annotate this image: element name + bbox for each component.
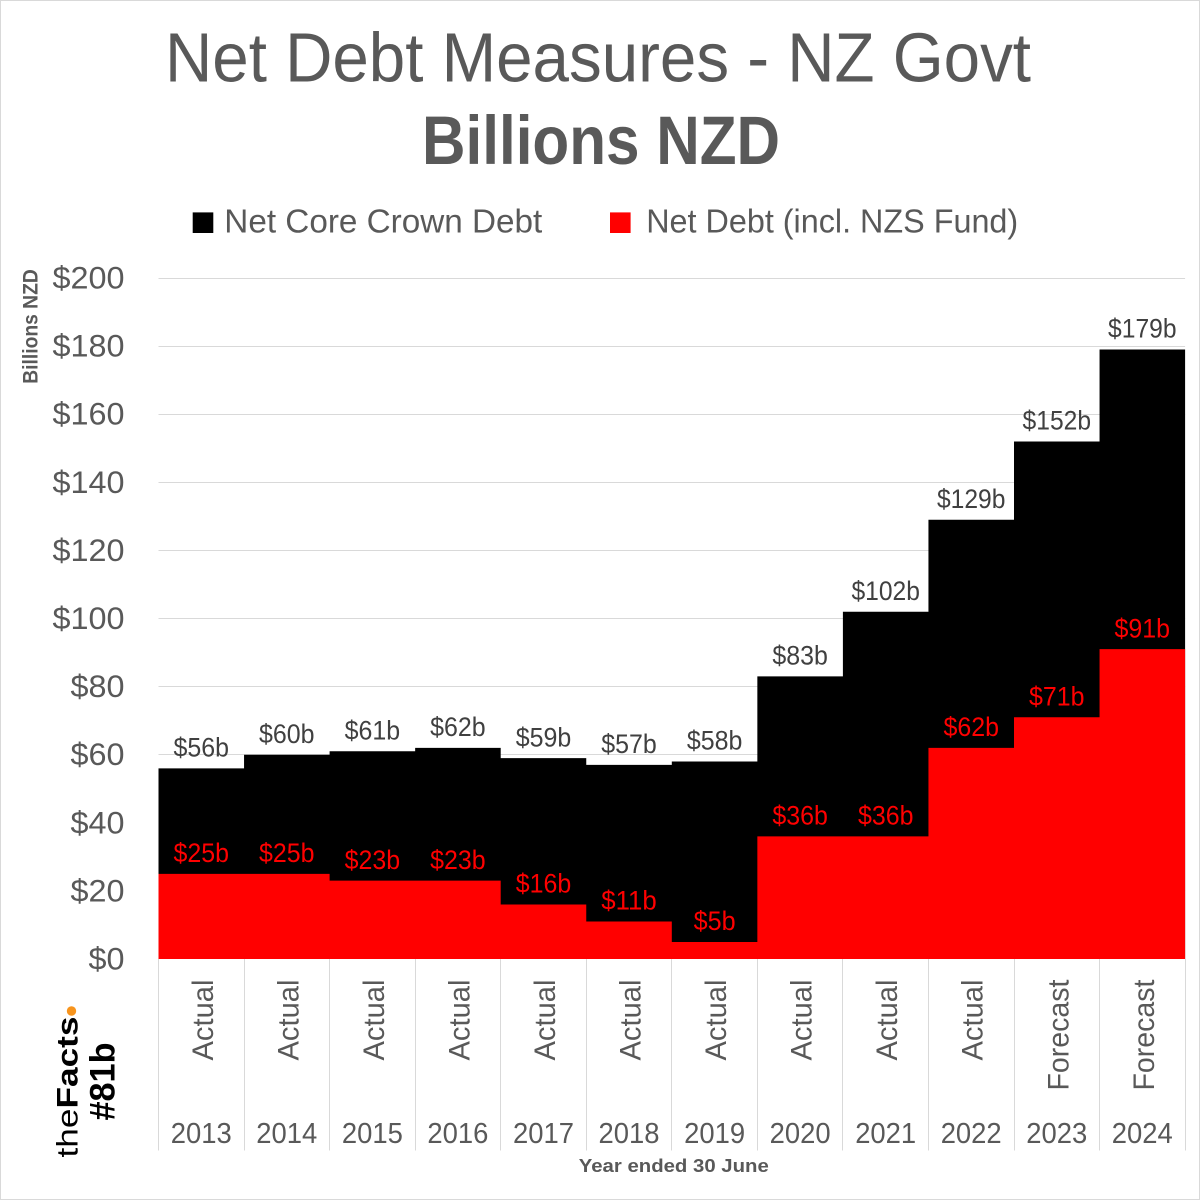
- svg-text:$83b: $83b: [772, 641, 828, 671]
- svg-text:$179b: $179b: [1108, 314, 1177, 344]
- svg-text:$5b: $5b: [694, 906, 736, 936]
- svg-text:Net Core Crown Debt: Net Core Crown Debt: [224, 203, 542, 240]
- svg-text:$71b: $71b: [1029, 681, 1085, 711]
- svg-text:$60: $60: [71, 736, 125, 772]
- svg-text:Forecast: Forecast: [1042, 979, 1075, 1091]
- svg-text:$58b: $58b: [687, 726, 743, 756]
- svg-text:$60b: $60b: [259, 719, 315, 749]
- svg-text:Actual: Actual: [443, 980, 476, 1061]
- svg-text:$120: $120: [53, 532, 125, 568]
- svg-text:$62b: $62b: [430, 712, 486, 742]
- svg-text:Forecast: Forecast: [1128, 979, 1161, 1091]
- svg-text:$36b: $36b: [858, 801, 914, 831]
- svg-text:$16b: $16b: [516, 869, 572, 899]
- svg-text:$102b: $102b: [851, 576, 920, 606]
- svg-text:Year ended 30 June: Year ended 30 June: [579, 1156, 769, 1176]
- svg-text:$129b: $129b: [937, 484, 1006, 514]
- svg-text:$91b: $91b: [1115, 613, 1171, 643]
- svg-text:$100: $100: [53, 600, 125, 636]
- svg-text:2017: 2017: [513, 1118, 574, 1150]
- svg-text:2020: 2020: [770, 1118, 831, 1150]
- svg-text:Actual: Actual: [871, 980, 904, 1061]
- svg-text:2024: 2024: [1112, 1118, 1173, 1150]
- svg-text:Billions NZD: Billions NZD: [422, 102, 780, 179]
- svg-text:$57b: $57b: [601, 729, 657, 759]
- svg-text:$200: $200: [53, 260, 125, 296]
- svg-text:$61b: $61b: [345, 716, 401, 746]
- svg-text:$25b: $25b: [174, 838, 230, 868]
- svg-text:Actual: Actual: [272, 980, 305, 1061]
- svg-text:2015: 2015: [342, 1118, 403, 1150]
- svg-text:theFacts: theFacts: [52, 1017, 85, 1158]
- svg-text:2014: 2014: [256, 1118, 317, 1150]
- svg-text:Net Debt (incl. NZS Fund): Net Debt (incl. NZS Fund): [646, 203, 1018, 240]
- svg-text:#81b: #81b: [84, 1043, 123, 1121]
- svg-text:$160: $160: [53, 396, 125, 432]
- svg-text:2013: 2013: [171, 1118, 232, 1150]
- svg-text:$80: $80: [71, 668, 125, 704]
- svg-text:Actual: Actual: [786, 980, 819, 1061]
- svg-text:$0: $0: [89, 941, 125, 977]
- svg-text:$36b: $36b: [772, 801, 828, 831]
- svg-text:2022: 2022: [941, 1118, 1002, 1150]
- svg-text:Actual: Actual: [529, 980, 562, 1061]
- svg-text:2021: 2021: [855, 1118, 916, 1150]
- svg-text:2019: 2019: [684, 1118, 745, 1150]
- svg-text:$140: $140: [53, 464, 125, 500]
- svg-text:Billions NZD: Billions NZD: [19, 269, 42, 384]
- svg-text:Actual: Actual: [615, 980, 648, 1061]
- svg-text:$23b: $23b: [430, 845, 486, 875]
- svg-text:$40: $40: [71, 804, 125, 840]
- svg-text:Actual: Actual: [700, 980, 733, 1061]
- svg-text:$180: $180: [53, 328, 125, 364]
- svg-text:2016: 2016: [427, 1118, 488, 1150]
- svg-text:Actual: Actual: [187, 980, 220, 1061]
- svg-text:$25b: $25b: [259, 838, 315, 868]
- svg-text:$59b: $59b: [516, 722, 572, 752]
- svg-text:$56b: $56b: [174, 733, 230, 763]
- svg-text:$62b: $62b: [943, 712, 999, 742]
- svg-text:$20: $20: [71, 872, 125, 908]
- svg-text:Actual: Actual: [957, 980, 990, 1061]
- svg-text:$23b: $23b: [345, 845, 401, 875]
- svg-text:Net Debt Measures - NZ Govt: Net Debt Measures - NZ Govt: [165, 19, 1031, 97]
- svg-text:2023: 2023: [1026, 1118, 1087, 1150]
- svg-text:$11b: $11b: [601, 886, 657, 916]
- svg-text:$152b: $152b: [1023, 406, 1092, 436]
- svg-text:2018: 2018: [599, 1118, 660, 1150]
- svg-text:Actual: Actual: [358, 980, 391, 1061]
